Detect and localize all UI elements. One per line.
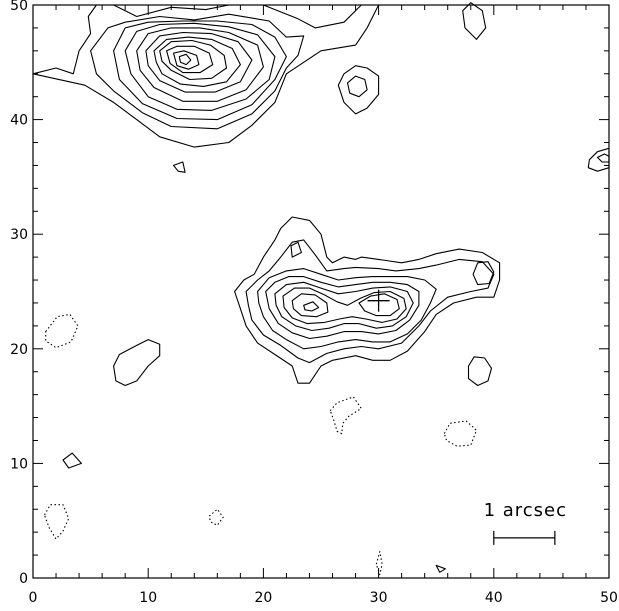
- contour-line: [234, 216, 501, 384]
- plot-frame: [32, 4, 610, 579]
- contour-line: [472, 261, 495, 286]
- contour-line: [265, 276, 420, 340]
- x-tick-label: 20: [254, 590, 272, 606]
- contour-line: [172, 161, 186, 173]
- contour-line: [124, 22, 276, 111]
- contour-line: [282, 287, 407, 325]
- contour-line: [43, 504, 70, 540]
- contour-line: [467, 356, 493, 387]
- contour-line: [90, 13, 305, 130]
- contour-line: [329, 396, 362, 435]
- contour-line: [245, 239, 495, 364]
- y-tick-label: 20: [10, 342, 28, 358]
- contour-line: [274, 281, 414, 332]
- contour-line: [159, 39, 228, 81]
- contour-line: [32, 4, 380, 148]
- y-tick-label: 40: [10, 113, 28, 129]
- contour-line: [443, 420, 478, 447]
- contour-line: [375, 551, 383, 576]
- contour-group-central-source: [234, 216, 501, 384]
- contour-line: [587, 147, 610, 172]
- contour-line: [178, 53, 192, 66]
- contour-line: [257, 268, 437, 350]
- x-tick-label: 0: [29, 590, 38, 606]
- contour-line: [435, 564, 446, 573]
- contour-line: [172, 50, 200, 70]
- contour-line: [346, 75, 368, 98]
- contour-group-north-source: [32, 4, 380, 148]
- contour-group-small-sources: [62, 2, 610, 573]
- contour-layer: [32, 2, 610, 576]
- contour-line: [290, 241, 302, 258]
- y-tick-label: 30: [10, 227, 28, 243]
- tick-labels: 0 10 20 30 40 50 0 10 20 30 40 50: [10, 0, 618, 606]
- axis-ticks: [32, 4, 610, 579]
- contour-line: [62, 452, 82, 469]
- contour-line: [113, 339, 161, 387]
- scale-bar-label: 1 arcsec: [484, 500, 567, 521]
- y-tick-label: 50: [10, 0, 28, 14]
- contour-line: [166, 45, 214, 74]
- contour-line: [113, 20, 287, 121]
- contour-line: [596, 153, 610, 163]
- contour-line: [208, 508, 224, 526]
- x-tick-label: 30: [370, 590, 388, 606]
- contour-line: [337, 65, 380, 115]
- contour-line: [462, 2, 487, 40]
- y-tick-label: 10: [10, 456, 28, 472]
- contour-line: [45, 313, 79, 349]
- x-tick-label: 10: [139, 590, 157, 606]
- contour-line: [145, 31, 253, 93]
- contour-line: [136, 27, 264, 102]
- contour-line: [291, 293, 329, 318]
- y-tick-label: 0: [19, 571, 28, 587]
- peak-cross-marker: [367, 289, 390, 312]
- contour-line: [153, 36, 241, 87]
- scale-bar: 1 arcsec: [484, 500, 567, 545]
- x-tick-label: 40: [485, 590, 503, 606]
- x-tick-label: 50: [600, 590, 618, 606]
- contour-group-negative-contours: [43, 313, 478, 576]
- contour-line: [358, 293, 400, 317]
- contour-line: [303, 301, 320, 312]
